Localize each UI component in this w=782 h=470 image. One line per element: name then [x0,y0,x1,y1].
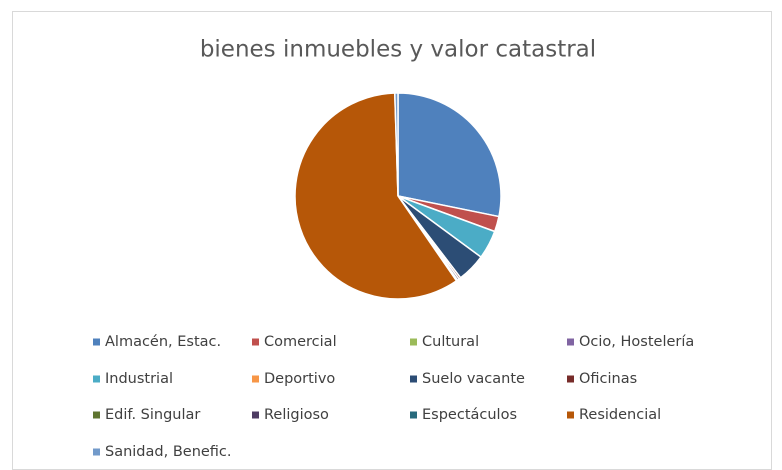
legend-label: Cultural [422,334,479,350]
legend-swatch [93,375,100,383]
legend-label: Oficinas [579,371,637,387]
legend-swatch [410,375,417,383]
legend-label: Almacén, Estac. [105,334,221,350]
legend-swatch [410,411,417,419]
legend-label: Edif. Singular [105,407,200,423]
legend-swatch [252,411,259,419]
legend-label: Ocio, Hostelería [579,334,694,350]
legend-swatch [567,411,574,419]
pie-slice [294,92,458,300]
pie-slice [397,92,502,218]
legend-label: Comercial [264,334,337,350]
legend-swatch [567,338,574,346]
legend-label: Sanidad, Benefic. [105,444,232,460]
legend-label: Religioso [264,407,329,423]
legend-swatch [252,375,259,383]
legend-swatch [410,338,417,346]
chart-title: bienes inmuebles y valor catastral [200,37,596,63]
legend-swatch [567,375,574,383]
legend-swatch [252,338,259,346]
legend-swatch [93,338,100,346]
legend-swatch [93,448,100,456]
legend-label: Deportivo [264,371,335,387]
legend-swatch [93,411,100,419]
legend-label: Suelo vacante [422,371,525,387]
legend-label: Espectáculos [422,407,517,423]
pie-slice [393,92,399,197]
legend-label: Industrial [105,371,173,387]
legend-label: Residencial [579,407,661,423]
